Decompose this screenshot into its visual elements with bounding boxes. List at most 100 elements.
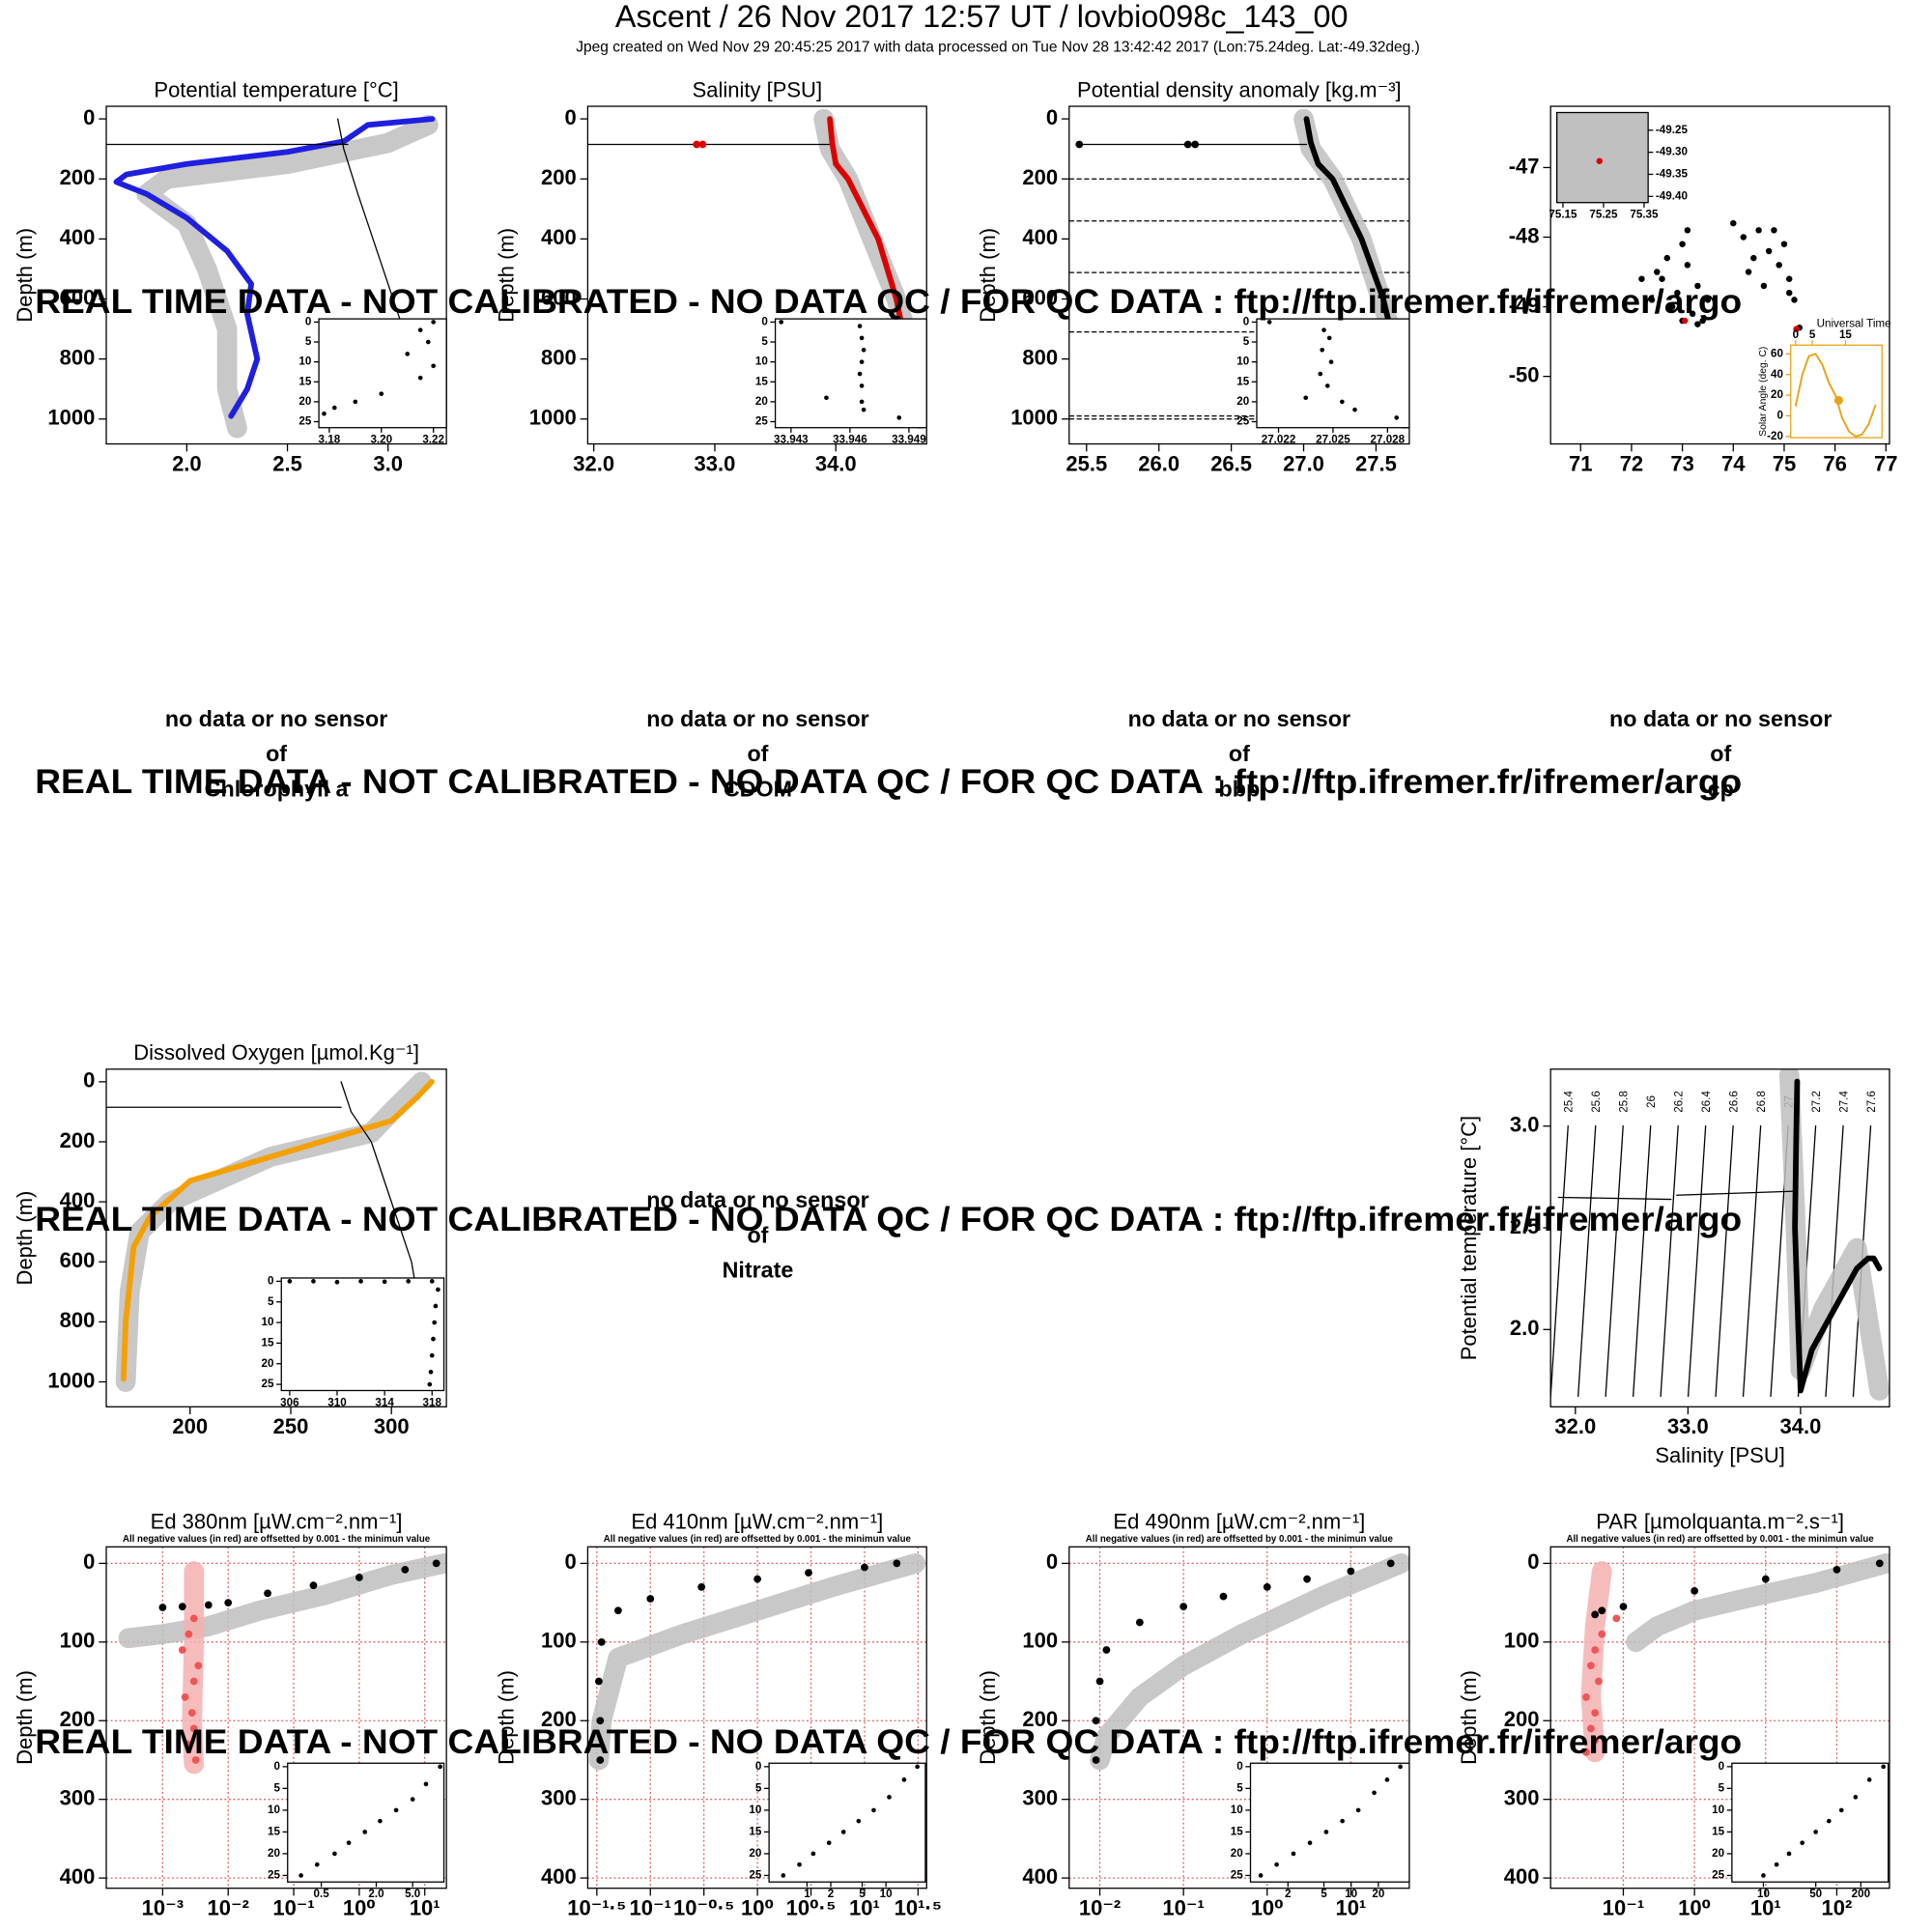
plot-frame <box>105 105 447 445</box>
data-point <box>417 375 423 381</box>
plot-frame <box>1549 1546 1890 1889</box>
data-point <box>346 1840 352 1846</box>
isopycnal-label: 26.6 <box>1728 1091 1741 1113</box>
isopycnal <box>1577 1125 1597 1397</box>
plot-frame <box>318 318 447 429</box>
data-point <box>431 1336 436 1342</box>
x-tick-label: 27.028 <box>1371 434 1406 446</box>
data-point <box>358 1279 363 1284</box>
data-point <box>1307 1840 1313 1846</box>
y-axis-label: Potential temperature [°C] <box>1457 1116 1481 1360</box>
data-point <box>1095 1677 1104 1686</box>
y-tick-label: 5 <box>268 1295 274 1308</box>
plot-area <box>1256 319 1409 428</box>
x-tick-label: 10⁻¹·⁵ <box>567 1896 626 1920</box>
plot-content <box>779 320 902 420</box>
data-point <box>334 1279 340 1285</box>
isopycnal <box>1550 1125 1569 1397</box>
plot-area <box>1731 1763 1889 1883</box>
y-tick-label: 600 <box>60 1248 96 1272</box>
isopycnal-label: 27.6 <box>1865 1091 1878 1113</box>
data-point <box>1266 320 1272 325</box>
data-point <box>1679 241 1686 247</box>
plot-area <box>319 319 447 428</box>
y-tick-label: 200 <box>1022 1707 1058 1731</box>
data-point <box>861 347 867 353</box>
x-tick-label: 72 <box>1620 451 1643 475</box>
panel-note: All negative values (in red) are offsett… <box>604 1534 912 1545</box>
data-point <box>378 1818 383 1824</box>
data-point <box>840 1830 846 1834</box>
data-point <box>1765 247 1773 255</box>
data-point <box>1780 241 1788 247</box>
data-point <box>1745 269 1752 275</box>
data-point <box>871 1807 876 1813</box>
plot-frame <box>105 1068 447 1407</box>
data-point <box>826 1840 832 1846</box>
plot-frame <box>586 1546 927 1889</box>
data-point <box>264 1589 271 1598</box>
data-point <box>1075 140 1084 149</box>
y-tick-label: 400 <box>1504 1864 1540 1889</box>
y-tick-label: 0 <box>565 1549 577 1574</box>
y-axis-label: Depth (m) <box>976 1670 1000 1765</box>
x-tick-label: 10 <box>1757 1888 1770 1900</box>
y-tick-label: 15 <box>1236 375 1249 387</box>
y-tick-label: 300 <box>1504 1785 1540 1809</box>
x-tick-label: 10⁻⁰·⁵ <box>673 1896 734 1920</box>
x-tick-label: 10¹·⁵ <box>895 1896 942 1920</box>
y-tick-label: 5 <box>305 335 312 348</box>
x-tick-label: 50 <box>1809 1888 1822 1900</box>
x-tick-label: 10⁰ <box>343 1896 376 1920</box>
panel-title: Ed 380nm [µW.cm⁻².nm⁻¹] <box>151 1510 403 1534</box>
y-tick-label: 100 <box>60 1629 96 1653</box>
x-tick-label: 2.0 <box>172 451 202 475</box>
data-point <box>406 1279 412 1284</box>
y-tick-label: 0 <box>1719 1760 1724 1773</box>
x-tick-label: 75.25 <box>1589 209 1618 221</box>
x-axis-label: Salinity [PSU] <box>1655 1443 1785 1467</box>
data-point <box>859 399 865 405</box>
y-axis-label: Solar Angle (deg. C) <box>1758 347 1769 437</box>
data-point <box>1598 1606 1606 1615</box>
data-point <box>1761 1575 1770 1583</box>
x-tick-label: 33.0 <box>695 451 736 475</box>
y-tick-label: 10 <box>268 1804 280 1816</box>
panel: 306 310 314 318 0 5 10 15 20 25 <box>262 1274 445 1409</box>
data-point <box>181 1692 189 1701</box>
isopycnal <box>1632 1125 1652 1397</box>
data-point <box>1219 1592 1228 1601</box>
y-tick-label: 60 <box>1771 347 1783 359</box>
data-point <box>1340 399 1345 405</box>
data-point <box>896 415 902 420</box>
data-point <box>1833 395 1843 405</box>
no-data-message: no data or no sensor <box>1128 706 1350 731</box>
data-point <box>1328 359 1334 364</box>
y-tick-label: 300 <box>541 1785 577 1809</box>
data-point <box>438 1764 442 1770</box>
y-tick-label: 5 <box>755 1781 762 1794</box>
y-tick-label: -50 <box>1509 362 1540 386</box>
data-point <box>1398 1764 1403 1770</box>
x-tick-label: 75 <box>1773 451 1796 475</box>
panel-title: PAR [µmolquanta.m⁻².s⁻¹] <box>1596 1510 1844 1534</box>
data-point <box>1582 1692 1590 1701</box>
no-data-message: CDOM <box>724 776 792 801</box>
no-data-message: no data or no sensor <box>1609 706 1832 731</box>
y-tick-label: 0 <box>305 315 311 327</box>
data-point <box>1761 1873 1766 1878</box>
data-point <box>189 1614 198 1623</box>
data-point <box>1386 1559 1395 1568</box>
plot-content <box>106 1071 435 1392</box>
data-point <box>797 1861 802 1867</box>
y-tick-label: 2.5 <box>1510 1214 1540 1238</box>
data-point <box>1320 347 1324 353</box>
y-tick-label: -49.30 <box>1656 146 1688 158</box>
data-point <box>431 363 436 369</box>
y-tick-label: 5 <box>1719 1781 1725 1794</box>
data-point <box>805 1569 812 1577</box>
data-point <box>178 1603 186 1611</box>
y-tick-label: 20 <box>749 1847 761 1860</box>
y-tick-label: 25 <box>1236 415 1249 428</box>
y-tick-label: 400 <box>1022 225 1058 249</box>
